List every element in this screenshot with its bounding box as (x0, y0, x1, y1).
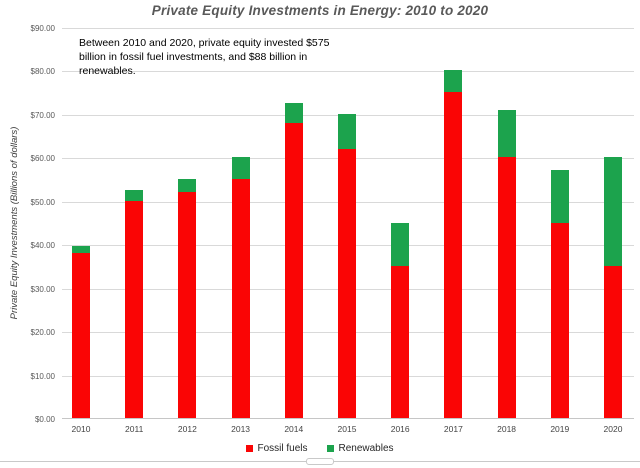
bar-segment-renewables (444, 70, 463, 93)
legend-swatch-icon (327, 445, 335, 452)
chart-legend: Fossil fuels Renewables (0, 443, 640, 454)
x-tick-label-2012: 2012 (177, 424, 197, 434)
bar-segment-fossil-fuels (444, 92, 463, 418)
bar-segment-renewables (72, 246, 90, 253)
bar-segment-renewables (391, 222, 410, 266)
x-tick-label-2020: 2020 (603, 424, 623, 434)
gridline-90 (62, 28, 634, 29)
bar-2018 (497, 109, 516, 418)
y-tick-label: $90.00 (30, 24, 55, 33)
legend-swatch-icon (246, 445, 254, 452)
x-tick-label-2013: 2013 (231, 424, 251, 434)
bar-segment-fossil-fuels (497, 157, 516, 418)
bar-2015 (338, 113, 356, 418)
legend-item-renewables: Renewables (327, 443, 394, 454)
x-tick-label-2018: 2018 (497, 424, 517, 434)
bar-segment-fossil-fuels (338, 148, 356, 418)
bar-segment-fossil-fuels (391, 265, 410, 418)
bar-segment-fossil-fuels (231, 179, 250, 418)
bar-segment-renewables (604, 157, 622, 266)
bar-2010 (72, 246, 90, 418)
x-tick-label-2011: 2011 (125, 424, 144, 434)
bar-segment-renewables (178, 179, 197, 193)
bar-segment-fossil-fuels (178, 192, 197, 418)
bar-2017 (444, 70, 463, 418)
y-tick-label: $10.00 (30, 371, 55, 381)
y-tick-label: $0.00 (34, 415, 55, 424)
legend-label: Fossil fuels (257, 443, 308, 454)
gridline-80 (62, 71, 634, 73)
annotation-text-box: Between 2010 and 2020, private equity in… (79, 37, 330, 77)
x-tick-label-2017: 2017 (443, 424, 463, 434)
x-axis-labels: 2010 2011 2012 2013 2014 2015 2016 2017 2018 2019… (62, 424, 634, 436)
y-tick-label: $50.00 (30, 197, 55, 207)
bar-segment-renewables (284, 103, 303, 123)
bar-segment-fossil-fuels (284, 122, 303, 418)
y-tick-label: $30.00 (30, 284, 55, 294)
bar-segment-fossil-fuels (72, 252, 90, 418)
bar-2020 (604, 157, 622, 418)
bar-2013 (231, 157, 250, 418)
resize-handle[interactable] (306, 458, 334, 465)
bar-2012 (178, 179, 197, 418)
bar-segment-fossil-fuels (604, 265, 622, 418)
legend-item-fossil-fuels: Fossil fuels (246, 443, 307, 454)
bar-segment-fossil-fuels (550, 222, 569, 418)
bar-2014 (284, 103, 303, 418)
y-axis-tick-labels: $0.00 $10.00 $20.00 $30.00 $40.00 $50.00 $60.0… (0, 24, 57, 424)
bar-segment-renewables (497, 109, 516, 158)
x-tick-label-2016: 2016 (390, 424, 410, 434)
bar-segment-renewables (125, 189, 144, 201)
x-tick-label-2014: 2014 (284, 424, 304, 434)
bar-segment-renewables (550, 170, 569, 223)
bar-2011 (125, 189, 144, 418)
legend-label: Renewables (338, 443, 394, 454)
y-tick-label: $20.00 (30, 328, 55, 338)
y-tick-label: $40.00 (30, 241, 55, 251)
plot-area (62, 28, 634, 419)
x-tick-label-2010: 2010 (71, 424, 91, 434)
bar-segment-renewables (231, 157, 250, 180)
y-tick-label: $60.00 (30, 154, 55, 164)
chart-title: Private Equity Investments in Energy: 20… (151, 3, 489, 18)
bar-segment-renewables (338, 113, 356, 149)
bar-segment-fossil-fuels (125, 200, 144, 418)
bar-2016 (391, 222, 410, 418)
y-tick-label: $70.00 (30, 110, 55, 120)
x-tick-label-2015: 2015 (337, 424, 357, 434)
bar-2019 (550, 170, 569, 418)
y-tick-label: $80.00 (30, 67, 55, 77)
x-tick-label-2019: 2019 (550, 424, 570, 434)
